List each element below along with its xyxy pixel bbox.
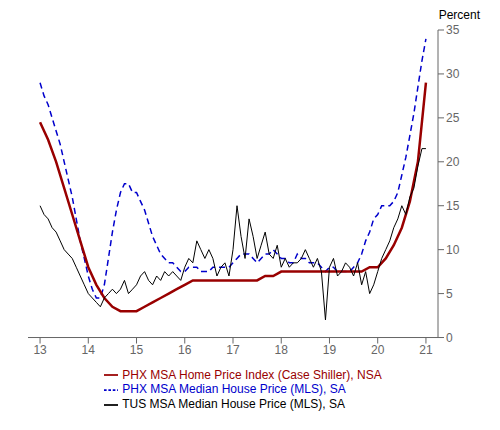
svg-text:35: 35	[446, 23, 460, 37]
svg-text:20: 20	[371, 343, 385, 357]
html-text:TUS MSA Median House Price (ML: TUS MSA Median House Price (MLS), SA	[122, 397, 345, 412]
svg-text:19: 19	[323, 343, 337, 357]
svg-text:20: 20	[446, 155, 460, 169]
svg-text:17: 17	[226, 343, 240, 357]
svg-text:21: 21	[419, 343, 433, 357]
svg-text:30: 30	[446, 67, 460, 81]
svg-text:13: 13	[33, 343, 47, 357]
html-text:PHX MSA Home Price Index (Case: PHX MSA Home Price Index (Case Shiller),…	[122, 367, 382, 382]
svg-text:18: 18	[275, 343, 289, 357]
svg-text:5: 5	[446, 287, 453, 301]
svg-text:0: 0	[446, 331, 453, 345]
svg-text:16: 16	[178, 343, 192, 357]
svg-text:10: 10	[446, 243, 460, 257]
svg-text:25: 25	[446, 111, 460, 125]
svg-text:15: 15	[446, 199, 460, 213]
html-text:Percent: Percent	[438, 8, 480, 22]
svg-text:14: 14	[82, 343, 96, 357]
svg-text:15: 15	[130, 343, 144, 357]
html-text:PHX MSA Median House Price (ML: PHX MSA Median House Price (MLS), SA	[122, 382, 346, 397]
